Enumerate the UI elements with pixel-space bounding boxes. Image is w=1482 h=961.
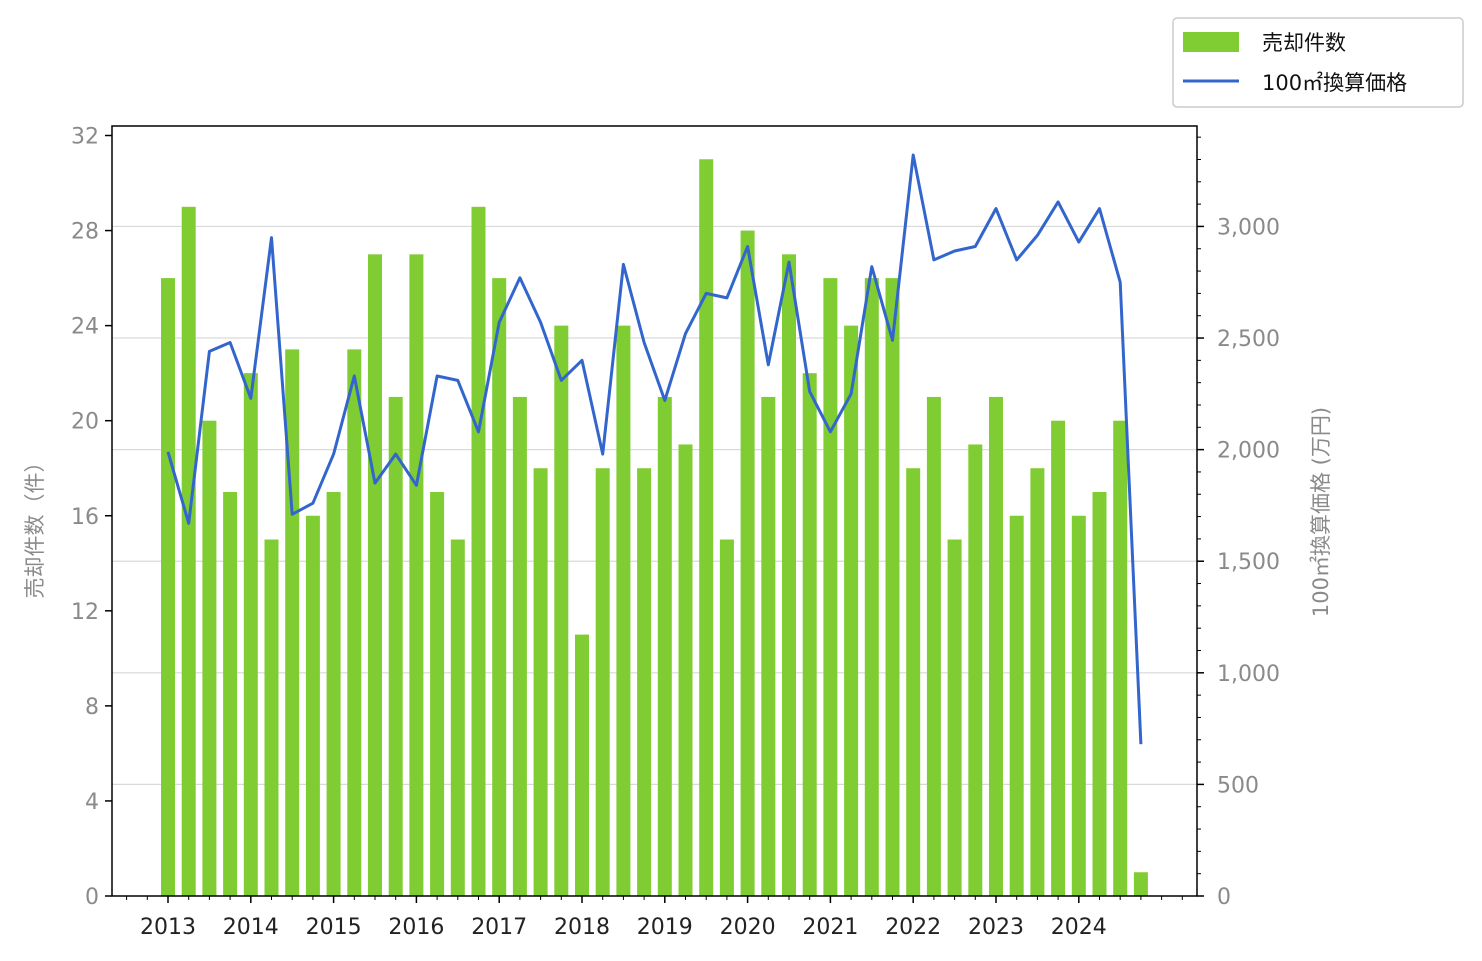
- left-tick-label: 16: [71, 505, 99, 530]
- left-tick-label: 4: [85, 790, 99, 815]
- x-tick-label: 2013: [140, 915, 196, 940]
- bar: [844, 325, 859, 896]
- bar: [181, 206, 196, 896]
- bar: [782, 254, 796, 897]
- bar: [1133, 872, 1148, 896]
- right-axis: 0 500 1,000 1,500 2,000 2,500 3,000: [1197, 136, 1280, 910]
- bar: [450, 539, 465, 896]
- left-tick-label: 24: [71, 315, 99, 340]
- bar: [409, 254, 424, 897]
- right-tick-label: 1,000: [1217, 662, 1280, 687]
- bar: [512, 396, 527, 896]
- right-tick-label: 500: [1217, 773, 1259, 798]
- right-tick-label: 3,000: [1217, 215, 1280, 240]
- left-tick-label: 28: [71, 220, 99, 245]
- bar: [223, 491, 238, 896]
- x-tick-label: 2014: [223, 915, 279, 940]
- bar: [637, 468, 652, 896]
- bar: [595, 468, 610, 896]
- bar: [430, 491, 445, 896]
- bar: [202, 420, 217, 896]
- bar: [740, 230, 755, 897]
- bar: [657, 396, 672, 896]
- bar: [616, 325, 631, 896]
- x-tick-label: 2022: [885, 915, 941, 940]
- legend-bar-label: 売却件数: [1262, 31, 1346, 55]
- bar: [678, 444, 693, 896]
- left-tick-label: 8: [85, 695, 99, 720]
- bar: [554, 325, 569, 896]
- bar: [575, 634, 589, 896]
- right-tick-label: 0: [1217, 885, 1231, 910]
- bar: [885, 278, 900, 896]
- x-tick-label: 2016: [388, 915, 444, 940]
- bar: [802, 373, 817, 896]
- bar: [906, 468, 921, 896]
- bar: [989, 396, 1003, 896]
- left-tick-label: 20: [71, 410, 99, 435]
- bar: [243, 373, 258, 896]
- x-axis: 2013 2014 2015 2016 2017 2018 2019 2020 2021 2022…: [126, 896, 1183, 940]
- x-tick-label: 2021: [802, 915, 858, 940]
- bar: [823, 278, 838, 896]
- bar: [347, 349, 362, 897]
- bar: [864, 278, 879, 896]
- x-tick-label: 2020: [720, 915, 776, 940]
- bar: [326, 491, 341, 896]
- x-tick-label: 2018: [554, 915, 610, 940]
- bar: [719, 539, 734, 896]
- bar: [947, 539, 962, 896]
- bar: [1113, 420, 1128, 896]
- right-tick-label: 2,500: [1217, 327, 1280, 352]
- bar: [264, 539, 279, 896]
- right-tick-label: 2,000: [1217, 439, 1280, 464]
- legend-frame: [1172, 17, 1464, 108]
- bar: [305, 515, 320, 896]
- left-tick-label: 12: [71, 600, 99, 625]
- bar: [492, 278, 507, 896]
- price-line-series: [166, 153, 1143, 745]
- left-axis-title: 売却件数（件）: [23, 452, 47, 599]
- x-tick-label: 2019: [637, 915, 693, 940]
- bar: [1030, 468, 1045, 896]
- right-axis-title: 100㎡換算価格 (万円): [1309, 407, 1333, 617]
- left-tick-label: 32: [71, 125, 99, 150]
- bar: [1009, 515, 1024, 896]
- bar: [968, 444, 983, 896]
- bar: [1092, 491, 1107, 896]
- legend: 売却件数 100㎡換算価格: [1172, 17, 1464, 108]
- x-tick-label: 2024: [1051, 915, 1107, 940]
- bar: [388, 396, 403, 896]
- plot-frame: [111, 125, 1198, 897]
- bar: [761, 396, 776, 896]
- bar: [533, 468, 548, 896]
- bar: [368, 254, 382, 897]
- bar: [471, 206, 486, 896]
- right-tick-label: 1,500: [1217, 550, 1280, 575]
- x-tick-label: 2023: [968, 915, 1024, 940]
- bar: [1071, 515, 1086, 896]
- bar: [161, 278, 175, 896]
- bar: [1051, 420, 1066, 896]
- bar-series: [161, 159, 1148, 897]
- x-tick-label: 2017: [471, 915, 527, 940]
- legend-line-label: 100㎡換算価格: [1262, 71, 1407, 95]
- bar: [926, 396, 941, 896]
- left-tick-label: 0: [85, 885, 99, 910]
- bar: [699, 159, 714, 896]
- left-axis: 0 4 8 12 16 20 24 28 32: [71, 125, 112, 910]
- x-tick-label: 2015: [306, 915, 362, 940]
- legend-bar-swatch: [1183, 32, 1239, 52]
